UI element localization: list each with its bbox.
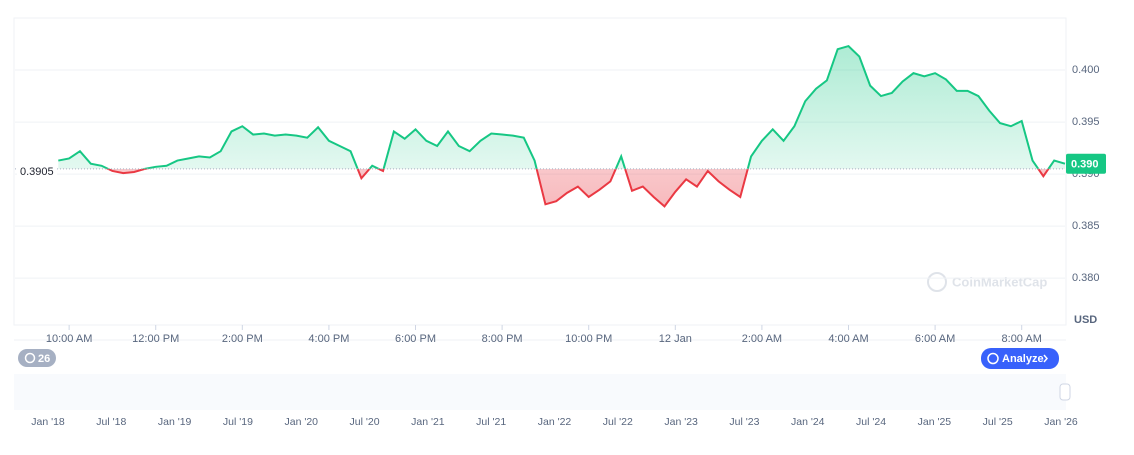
x-tick-label: 6:00 PM (395, 333, 436, 345)
navigator-handle[interactable] (1059, 383, 1071, 401)
x-tick-label: 8:00 PM (482, 333, 523, 345)
area-down (108, 168, 1049, 207)
navigator-label: Jan '19 (158, 416, 192, 428)
badge-bg (18, 349, 56, 367)
x-tick-label: 10:00 PM (565, 333, 612, 345)
badge-count: 26 (38, 353, 50, 365)
y-tick-label: 0.385 (1072, 220, 1100, 232)
navigator-label: Jul '22 (603, 416, 633, 428)
analyze-chevron (1043, 354, 1048, 363)
navigator-label: Jan '18 (31, 416, 65, 428)
navigator[interactable] (14, 374, 1066, 410)
area-up (58, 46, 1065, 169)
badge[interactable]: 26 (18, 349, 56, 367)
currency-label: USD (1074, 314, 1097, 326)
navigator-label: Jul '25 (983, 416, 1013, 428)
analyze-bg (981, 348, 1059, 369)
navigator-label: Jul '21 (476, 416, 506, 428)
x-tick-label: 4:00 AM (828, 333, 868, 345)
last-price-bg (1066, 153, 1106, 174)
watermark: CoinMarketCap (927, 272, 1047, 292)
price-line-down (105, 168, 1050, 208)
analyze-button[interactable]: Analyze (981, 348, 1059, 369)
y-tick-label: 0.400 (1072, 64, 1100, 76)
watermark-logo (927, 272, 947, 292)
navigator-label: Jan '24 (791, 416, 825, 428)
badge-icon (24, 352, 36, 364)
x-tick-label: 2:00 AM (742, 333, 782, 345)
x-tick-label: 12:00 PM (132, 333, 179, 345)
x-tick-label: 4:00 PM (308, 333, 349, 345)
y-tick-label: 0.380 (1072, 272, 1100, 284)
x-tick-label: 8:00 AM (1002, 333, 1042, 345)
baseline-label: 0.3905 (20, 166, 54, 178)
navigator-label: Jul '18 (96, 416, 126, 428)
last-price-label: 0.390 (1071, 159, 1099, 171)
navigator-label: Jul '19 (223, 416, 253, 428)
navigator-label: Jan '22 (538, 416, 572, 428)
navigator-label: Jul '24 (856, 416, 886, 428)
navigator-label: Jul '20 (350, 416, 380, 428)
x-tick-label: 12 Jan (659, 333, 692, 345)
x-tick-label: 10:00 AM (46, 333, 92, 345)
x-tick-label: 2:00 PM (222, 333, 263, 345)
analyze-label: Analyze (1002, 353, 1044, 365)
price-line (58, 44, 1066, 169)
x-tick-label: 6:00 AM (915, 333, 955, 345)
navigator-label: Jul '23 (729, 416, 759, 428)
watermark-text: CoinMarketCap (952, 274, 1047, 289)
navigator-label: Jan '20 (284, 416, 318, 428)
analyze-icon (987, 352, 999, 365)
navigator-label: Jan '25 (918, 416, 952, 428)
navigator-label: Jan '26 (1044, 416, 1078, 428)
navigator-label: Jan '21 (411, 416, 445, 428)
baseline-label-bg (17, 161, 57, 176)
y-tick-label: 0.395 (1072, 116, 1100, 128)
navigator-label: Jan '23 (664, 416, 698, 428)
